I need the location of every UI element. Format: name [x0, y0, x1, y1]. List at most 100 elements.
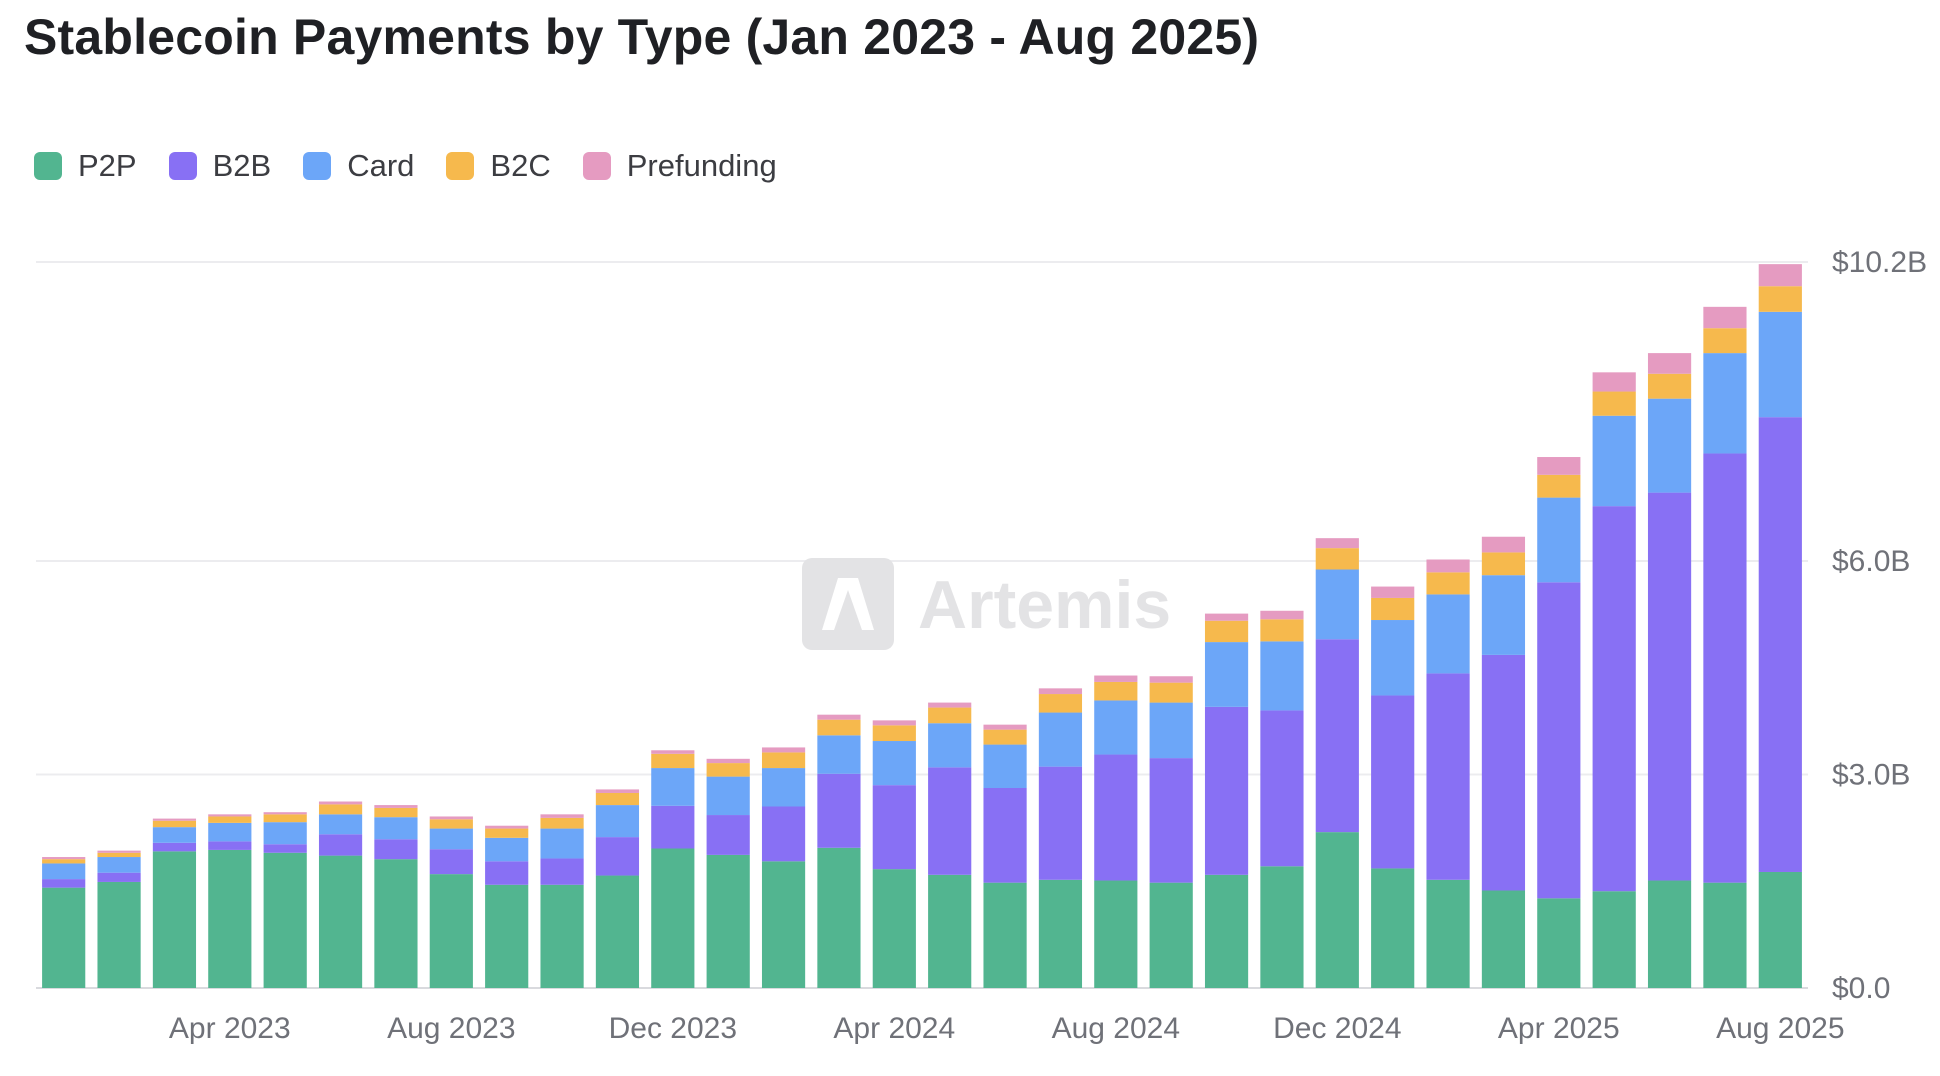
bar-p2p-apr-2025[interactable] [1537, 898, 1581, 988]
bar-b2c-jan-2023[interactable] [42, 859, 86, 864]
bar-b2b-jun-2025[interactable] [1647, 492, 1692, 881]
bar-prefunding-jul-2023[interactable] [374, 805, 418, 808]
bar-prefunding-jun-2023[interactable] [318, 801, 363, 805]
bar-p2p-apr-2024[interactable] [872, 869, 916, 988]
bar-b2b-apr-2023[interactable] [208, 841, 252, 850]
bar-prefunding-dec-2023[interactable] [651, 750, 695, 754]
bar-p2p-feb-2025[interactable] [1426, 879, 1470, 988]
bar-b2b-jul-2023[interactable] [374, 839, 418, 860]
bar-b2c-apr-2024[interactable] [872, 725, 916, 742]
bar-card-dec-2023[interactable] [651, 768, 695, 806]
bar-prefunding-may-2024[interactable] [928, 702, 972, 708]
legend-item-card[interactable]: Card [303, 148, 414, 184]
bar-b2b-apr-2025[interactable] [1537, 582, 1581, 899]
bar-prefunding-dec-2024[interactable] [1315, 538, 1359, 549]
bar-b2c-may-2023[interactable] [263, 814, 307, 823]
bar-p2p-mar-2025[interactable] [1481, 890, 1526, 988]
bar-p2p-oct-2024[interactable] [1204, 874, 1249, 988]
bar-b2c-aug-2025[interactable] [1758, 286, 1802, 312]
bar-card-jul-2025[interactable] [1703, 353, 1747, 454]
bar-prefunding-jan-2023[interactable] [42, 857, 86, 860]
bar-p2p-jun-2023[interactable] [318, 855, 363, 988]
bar-card-may-2024[interactable] [928, 723, 972, 768]
bar-card-apr-2025[interactable] [1537, 497, 1581, 583]
bar-prefunding-apr-2025[interactable] [1537, 457, 1581, 475]
bar-p2p-may-2024[interactable] [928, 874, 972, 988]
bar-b2b-jan-2024[interactable] [706, 815, 750, 855]
bar-b2b-sep-2023[interactable] [485, 861, 529, 885]
bar-b2c-may-2025[interactable] [1592, 391, 1636, 416]
bar-p2p-jul-2024[interactable] [1038, 879, 1083, 988]
bar-p2p-nov-2023[interactable] [595, 875, 640, 988]
bar-b2b-dec-2023[interactable] [651, 805, 695, 849]
bar-card-mar-2023[interactable] [152, 827, 197, 843]
bar-card-dec-2024[interactable] [1315, 569, 1359, 640]
bar-card-jan-2024[interactable] [706, 776, 750, 816]
bar-p2p-dec-2023[interactable] [651, 848, 695, 988]
bar-b2c-jul-2023[interactable] [374, 807, 418, 818]
bar-prefunding-mar-2024[interactable] [817, 714, 861, 720]
bar-card-aug-2024[interactable] [1094, 700, 1138, 755]
bar-prefunding-jun-2025[interactable] [1647, 353, 1692, 374]
bar-b2b-aug-2024[interactable] [1094, 754, 1138, 881]
bar-b2b-may-2025[interactable] [1592, 506, 1636, 892]
bar-prefunding-apr-2023[interactable] [208, 814, 252, 817]
bar-card-feb-2024[interactable] [761, 768, 806, 807]
bar-b2b-jan-2023[interactable] [42, 879, 86, 888]
bar-b2b-oct-2023[interactable] [540, 858, 584, 885]
bar-card-apr-2024[interactable] [872, 741, 916, 786]
bar-b2b-mar-2024[interactable] [817, 773, 861, 848]
bar-prefunding-sep-2024[interactable] [1149, 676, 1193, 683]
legend-item-b2c[interactable]: B2C [446, 148, 551, 184]
bar-p2p-jan-2024[interactable] [706, 854, 750, 988]
bar-p2p-jan-2025[interactable] [1371, 868, 1415, 988]
bar-b2c-oct-2023[interactable] [540, 817, 584, 829]
legend-item-p2p[interactable]: P2P [34, 148, 137, 184]
bar-card-sep-2024[interactable] [1149, 702, 1193, 759]
bar-p2p-jan-2023[interactable] [42, 887, 86, 988]
bar-b2b-jan-2025[interactable] [1371, 695, 1415, 869]
bar-prefunding-oct-2024[interactable] [1204, 613, 1249, 621]
bar-prefunding-may-2023[interactable] [263, 812, 307, 815]
bar-b2b-nov-2023[interactable] [595, 837, 640, 876]
bar-card-jan-2025[interactable] [1371, 620, 1415, 696]
bar-card-jan-2023[interactable] [42, 863, 86, 880]
bar-b2b-feb-2023[interactable] [97, 872, 141, 882]
bar-b2b-apr-2024[interactable] [872, 785, 916, 870]
bar-p2p-sep-2024[interactable] [1149, 882, 1193, 988]
bar-b2c-jan-2025[interactable] [1371, 597, 1415, 621]
bar-b2c-jul-2025[interactable] [1703, 328, 1747, 354]
bar-card-jun-2025[interactable] [1647, 398, 1692, 493]
bar-card-nov-2024[interactable] [1260, 641, 1304, 711]
bar-card-may-2023[interactable] [263, 822, 307, 845]
bar-card-nov-2023[interactable] [595, 805, 640, 838]
bar-card-feb-2023[interactable] [97, 857, 141, 873]
bar-prefunding-apr-2024[interactable] [872, 720, 916, 726]
bar-prefunding-oct-2023[interactable] [540, 814, 584, 818]
bar-b2c-feb-2024[interactable] [761, 752, 806, 769]
bar-b2c-mar-2025[interactable] [1481, 552, 1526, 576]
bar-p2p-dec-2024[interactable] [1315, 832, 1359, 988]
bar-b2b-jun-2024[interactable] [983, 787, 1027, 883]
bar-b2b-feb-2024[interactable] [761, 806, 806, 862]
bar-card-aug-2025[interactable] [1758, 311, 1802, 418]
bar-b2c-jun-2024[interactable] [983, 729, 1027, 745]
bar-prefunding-jan-2024[interactable] [706, 758, 750, 764]
bar-b2c-jan-2024[interactable] [706, 763, 750, 777]
bar-b2b-aug-2023[interactable] [429, 849, 473, 875]
bar-prefunding-nov-2024[interactable] [1260, 610, 1304, 620]
bar-card-jul-2023[interactable] [374, 817, 418, 840]
bar-p2p-feb-2023[interactable] [97, 881, 141, 988]
bar-prefunding-nov-2023[interactable] [595, 789, 640, 793]
bar-card-feb-2025[interactable] [1426, 594, 1470, 674]
bar-card-aug-2023[interactable] [429, 828, 473, 850]
bar-b2c-dec-2024[interactable] [1315, 548, 1359, 570]
bar-card-mar-2025[interactable] [1481, 575, 1526, 655]
bar-b2c-feb-2025[interactable] [1426, 572, 1470, 595]
bar-b2c-aug-2024[interactable] [1094, 681, 1138, 701]
bar-b2c-sep-2023[interactable] [485, 828, 529, 838]
bar-card-apr-2023[interactable] [208, 822, 252, 842]
bar-prefunding-aug-2025[interactable] [1758, 264, 1802, 287]
bar-p2p-jul-2023[interactable] [374, 859, 418, 988]
bar-card-mar-2024[interactable] [817, 735, 861, 774]
